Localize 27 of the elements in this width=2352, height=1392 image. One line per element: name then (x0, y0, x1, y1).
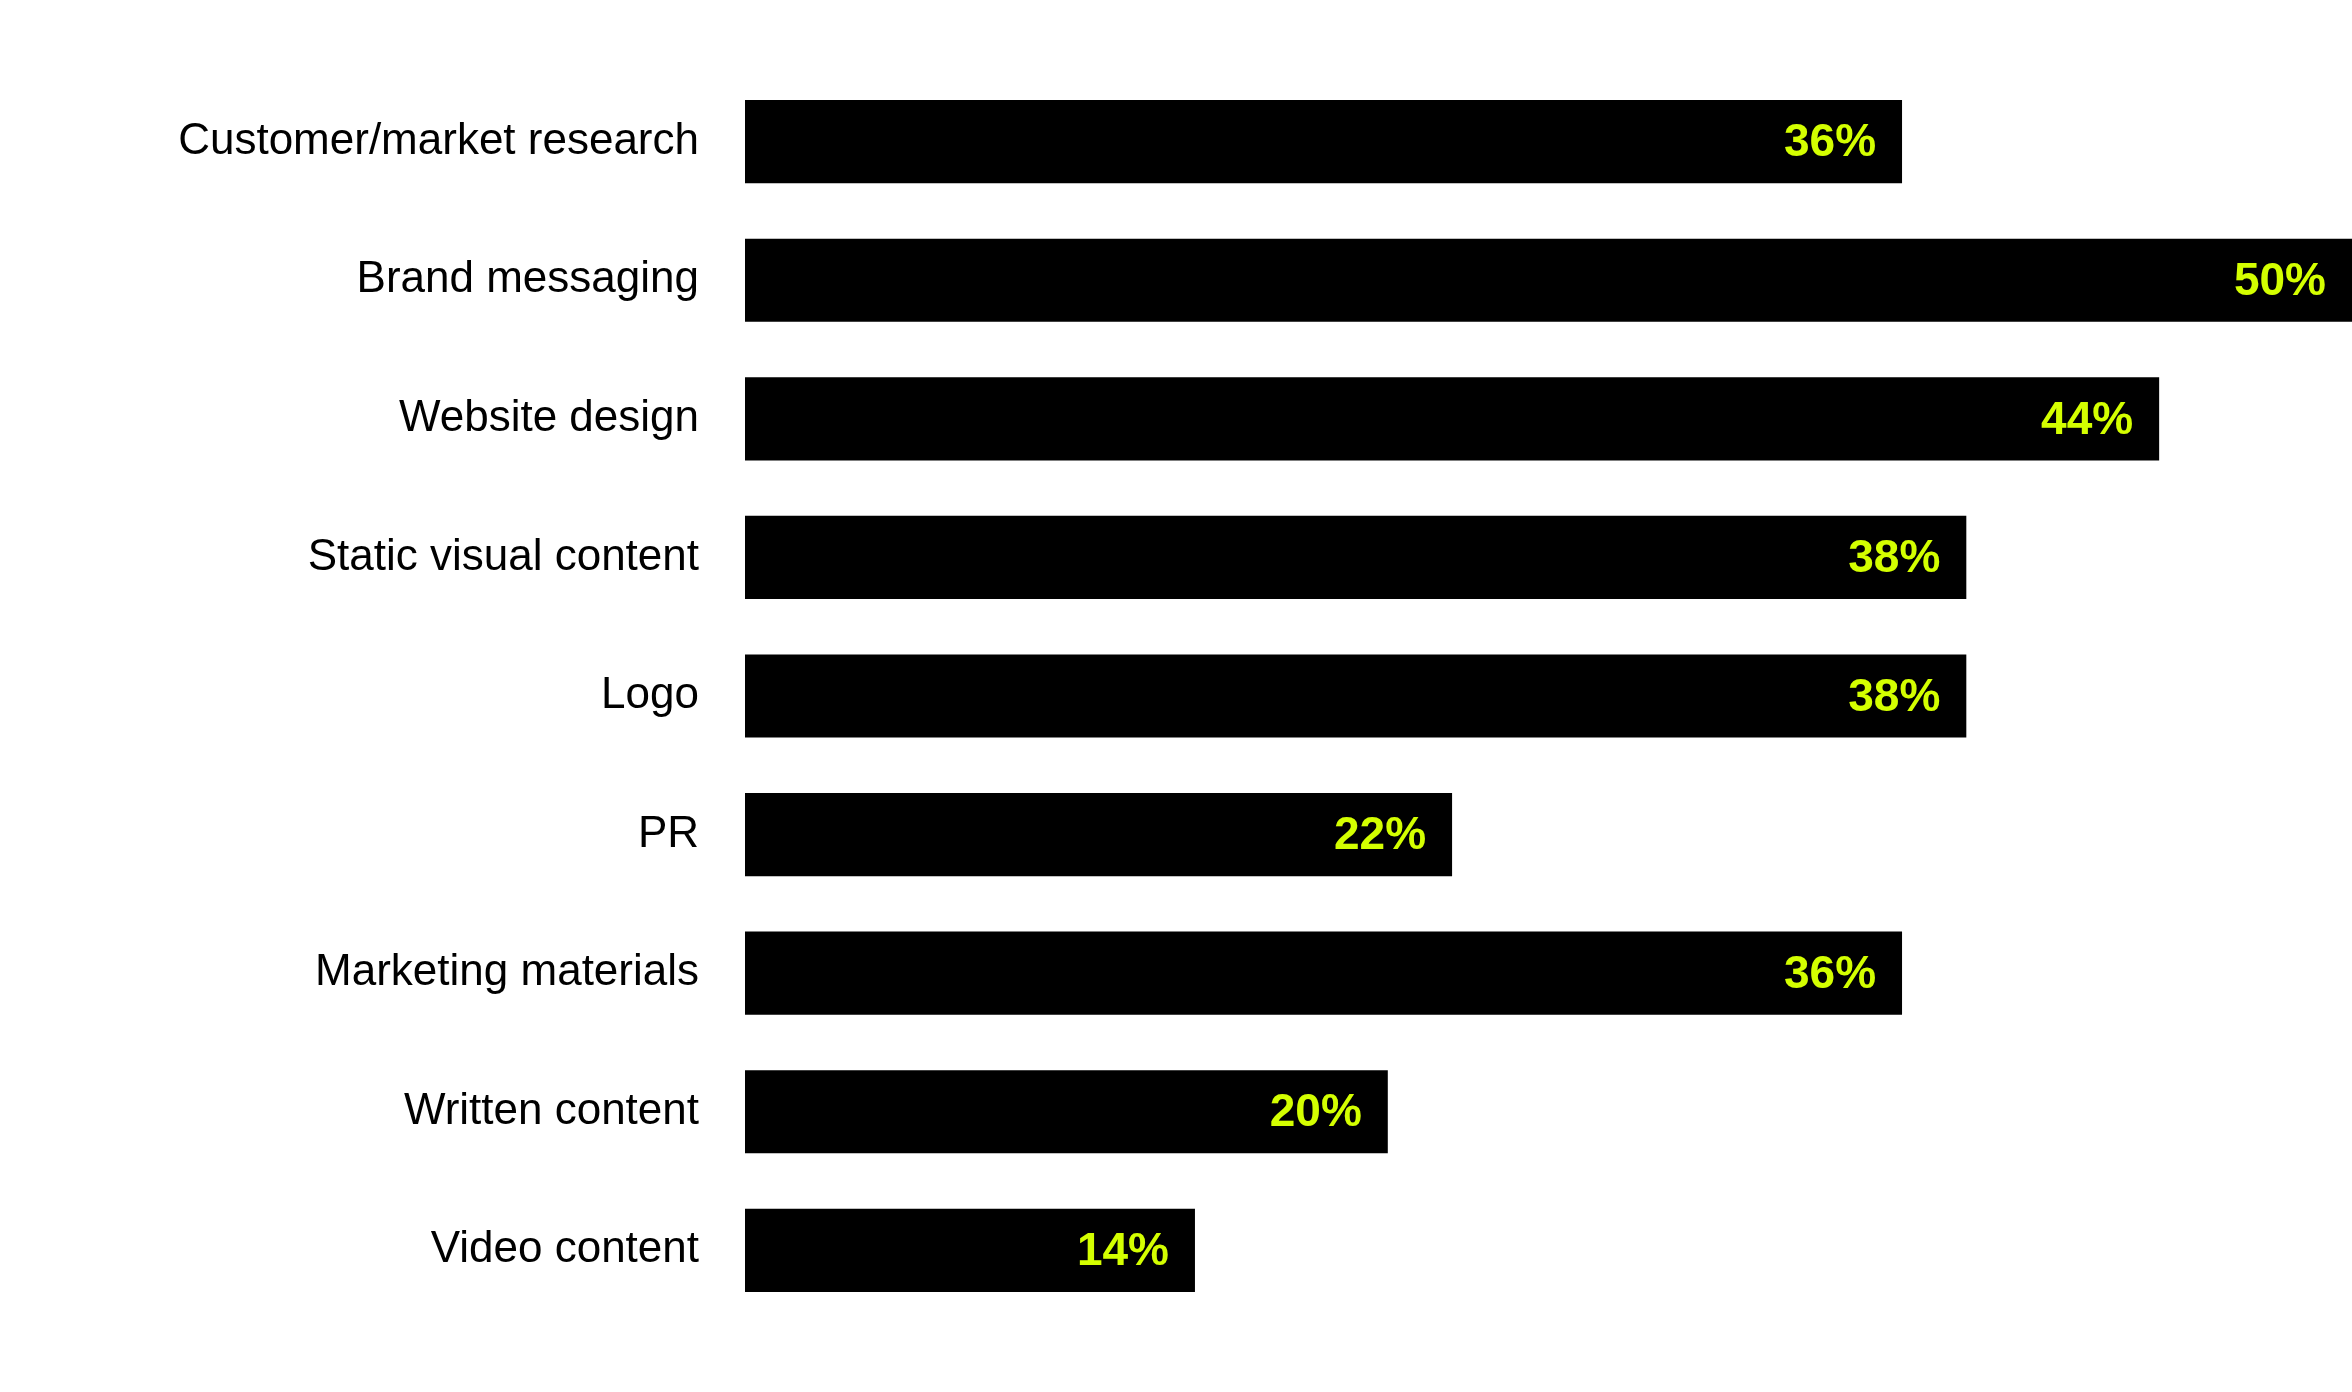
y-tick-label: Video content (430, 1222, 699, 1272)
data-label: 44% (2041, 391, 2134, 444)
data-label: 38% (1848, 668, 1941, 721)
data-label: 38% (1848, 530, 1941, 583)
data-label: 14% (1076, 1223, 1169, 1275)
y-tick-label: Customer/market research (178, 113, 699, 163)
data-label: 36% (1783, 945, 1877, 998)
data-label: 22% (1334, 807, 1427, 860)
y-tick-label: Brand messaging (356, 252, 699, 302)
bar (745, 515, 1967, 599)
y-tick-label: Logo (601, 668, 699, 718)
y-tick-label: Static visual content (307, 529, 699, 579)
bar (745, 1208, 1195, 1292)
y-tick-label: PR (637, 806, 699, 856)
bar (745, 100, 1903, 184)
bar (745, 377, 2160, 461)
y-tick-label: Marketing materials (315, 945, 699, 995)
data-label: 20% (1269, 1084, 1362, 1137)
y-tick-label: Written content (403, 1083, 699, 1133)
data-label: 36% (1783, 114, 1877, 167)
bar (745, 931, 1903, 1015)
bar (745, 1070, 1388, 1154)
data-label: 50% (2233, 252, 2326, 305)
bar (745, 793, 1453, 877)
bar (745, 654, 1967, 738)
y-tick-label: Website design (398, 390, 699, 440)
bar (745, 238, 2352, 322)
